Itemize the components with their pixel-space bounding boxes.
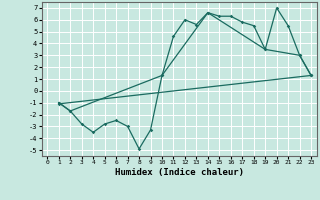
X-axis label: Humidex (Indice chaleur): Humidex (Indice chaleur) (115, 168, 244, 177)
